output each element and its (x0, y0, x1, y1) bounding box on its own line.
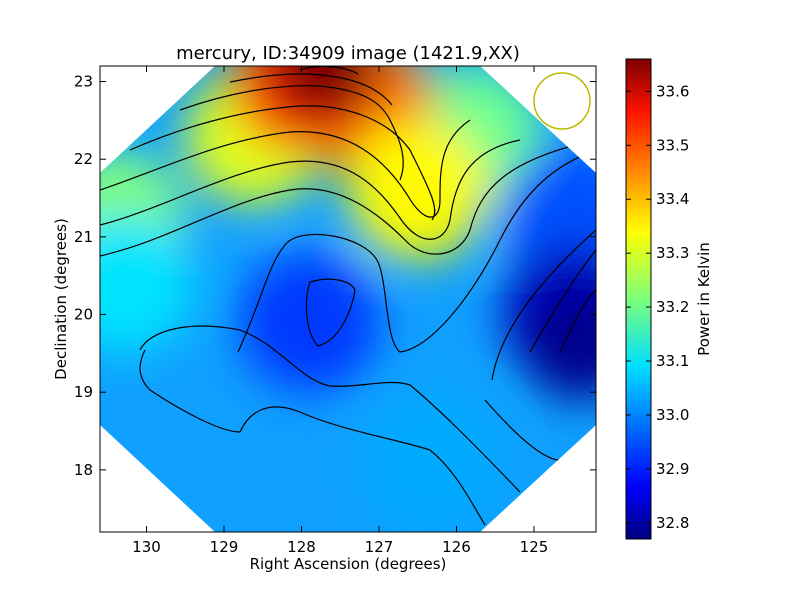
y-tick-label: 22 (74, 150, 93, 168)
y-tick-label: 21 (74, 228, 93, 246)
y-tick-label: 19 (74, 383, 93, 401)
contour-lines (100, 66, 596, 526)
field-blob (525, 290, 596, 401)
x-axis-label: Right Ascension (degrees) (250, 555, 447, 573)
colorbar-tick-label: 33.0 (656, 406, 689, 424)
colorbar-tick-label: 32.9 (656, 460, 689, 478)
y-tick-label: 23 (74, 73, 93, 91)
x-tick-label: 130 (132, 538, 161, 556)
y-tick-label: 20 (74, 306, 93, 324)
plot-frame (99, 65, 597, 533)
field-blob (239, 252, 380, 393)
colorbar-tick-label: 33.6 (656, 82, 689, 100)
colorbar (625, 58, 652, 540)
colorbar-tick-label: 33.3 (656, 244, 689, 262)
chart-title: mercury, ID:34909 image (1421.9,XX) (176, 43, 520, 64)
x-tick-label: 126 (442, 538, 471, 556)
x-tick-label: 128 (287, 538, 316, 556)
field-blob (100, 213, 194, 354)
x-tick-label: 129 (210, 538, 239, 556)
field-blob (502, 143, 596, 284)
field-blob (269, 66, 380, 121)
field-blob (347, 120, 488, 261)
colorbar-tick-label: 33.5 (656, 136, 689, 154)
colorbar-ticks: 32.8 32.9 33.0 33.1 33.2 33.3 33.4 33.5 33.6 (626, 82, 689, 532)
x-tick-label: 125 (520, 538, 549, 556)
beam-marker (533, 72, 591, 130)
field-blob (363, 392, 504, 532)
y-axis: 18 19 20 21 22 23 (74, 73, 596, 479)
colorbar-label: Power in Kelvin (695, 242, 713, 356)
colorbar-tick-label: 33.2 (656, 298, 689, 316)
x-tick-label: 127 (365, 538, 394, 556)
y-axis-label: Declination (degrees) (52, 218, 70, 380)
x-axis: 130 129 128 127 126 125 (132, 66, 548, 556)
colorbar-tick-label: 32.8 (656, 514, 689, 532)
colorbar-tick-label: 33.4 (656, 190, 689, 208)
colorbar-tick-label: 33.1 (656, 352, 689, 370)
heatmap-field (100, 66, 596, 532)
y-tick-label: 18 (74, 461, 93, 479)
